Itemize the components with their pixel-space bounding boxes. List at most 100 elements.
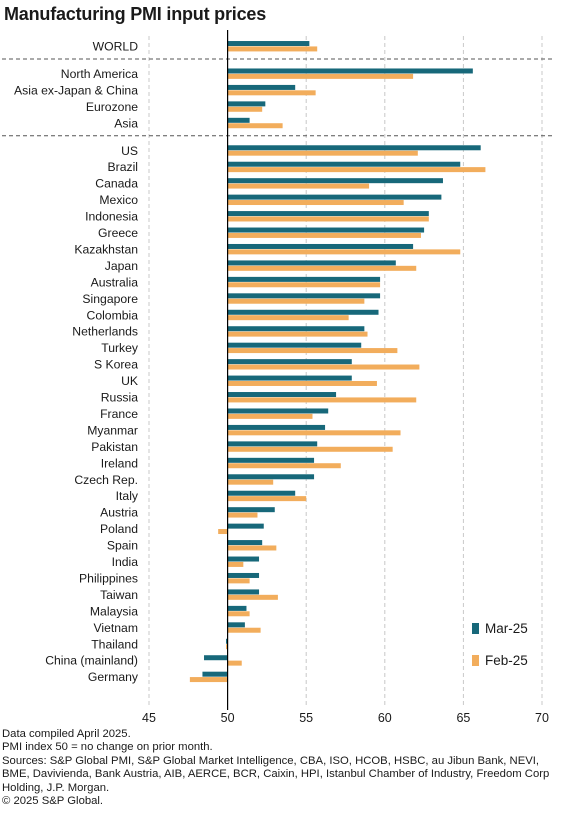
bar-feb-25: [227, 594, 278, 600]
bar-chart: WORLD North America Asia ex-Japan & China E…: [2, 30, 552, 725]
bar-mar-25: [227, 178, 443, 184]
category-label: Russia: [101, 391, 138, 405]
category-label: Asia: [114, 116, 138, 130]
category-label: Malaysia: [90, 604, 138, 618]
category-label: Asia ex-Japan & China: [14, 83, 138, 97]
category-label: US: [121, 144, 138, 158]
bar-mar-25: [227, 117, 250, 123]
bar-mar-25: [227, 556, 260, 562]
x-tick-label: 45: [142, 711, 156, 725]
footnote-sources: Sources: S&P Global PMI, S&P Global Mark…: [2, 754, 550, 794]
bar-mar-25: [226, 638, 228, 644]
legend-label-mar-25: Mar-25: [485, 621, 528, 636]
bar-feb-25: [227, 348, 398, 354]
category-label: Colombia: [87, 308, 139, 322]
bar-feb-25: [227, 627, 261, 633]
bar-mar-25: [227, 507, 275, 513]
bar-feb-25: [227, 282, 381, 288]
bar-mar-25: [227, 441, 318, 447]
category-label: Netherlands: [72, 325, 138, 339]
bar-mar-25: [227, 227, 425, 233]
x-tick-label: 50: [221, 711, 235, 725]
bar-feb-25: [218, 529, 228, 535]
category-label: S Korea: [94, 358, 138, 372]
bar-feb-25: [227, 496, 307, 502]
bar-mar-25: [227, 342, 362, 348]
bar-mar-25: [227, 101, 266, 107]
bar-mar-25: [227, 572, 260, 578]
category-label: Canada: [95, 177, 138, 191]
x-tick-label: 65: [456, 711, 470, 725]
category-label: Taiwan: [100, 588, 138, 602]
category-label: Thailand: [91, 637, 138, 651]
bar-feb-25: [227, 46, 318, 52]
bar-mar-25: [202, 671, 228, 677]
bar-mar-25: [227, 589, 260, 595]
bar-mar-25: [227, 424, 326, 430]
bar-mar-25: [227, 293, 381, 299]
category-label: Vietnam: [94, 621, 139, 635]
bar-mar-25: [227, 375, 352, 381]
bar-feb-25: [227, 315, 349, 321]
bar-feb-25: [227, 331, 368, 337]
category-label: Greece: [98, 226, 138, 240]
legend-swatch-feb-25: [472, 655, 479, 666]
bar-mar-25: [227, 161, 461, 167]
bar-mar-25: [227, 359, 352, 365]
bar-feb-25: [227, 106, 263, 112]
category-label: Poland: [100, 522, 138, 536]
bar-mar-25: [227, 523, 264, 529]
bar-mar-25: [227, 540, 263, 546]
x-tick-label: 55: [299, 711, 313, 725]
category-label: WORLD: [93, 40, 139, 54]
bar-mar-25: [227, 622, 245, 628]
category-label: Pakistan: [91, 440, 138, 454]
bar-mar-25: [204, 655, 228, 661]
category-label: China (mainland): [45, 654, 138, 668]
category-label: Turkey: [101, 341, 139, 355]
bar-mar-25: [227, 68, 473, 74]
bar-feb-25: [227, 249, 461, 255]
bar-mar-25: [227, 474, 315, 480]
bar-feb-25: [227, 578, 250, 584]
bar-feb-25: [189, 677, 228, 683]
category-label: North America: [61, 67, 138, 81]
category-label: Mexico: [99, 193, 138, 207]
bar-feb-25: [227, 232, 421, 238]
category-label: Myanmar: [87, 423, 138, 437]
bar-feb-25: [226, 644, 228, 650]
bar-mar-25: [227, 490, 296, 496]
bar-feb-25: [227, 545, 277, 551]
category-label: France: [100, 407, 138, 421]
bar-feb-25: [227, 150, 418, 156]
bar-feb-25: [227, 73, 414, 79]
footnote-pmi-definition: PMI index 50 = no change on prior month.: [2, 741, 213, 754]
bar-feb-25: [227, 413, 313, 419]
bar-feb-25: [227, 216, 429, 222]
footnote-copyright: © 2025 S&P Global.: [2, 795, 104, 808]
category-label: Ireland: [101, 456, 138, 470]
bar-feb-25: [227, 479, 274, 485]
bar-feb-25: [227, 380, 377, 386]
chart-title: Manufacturing PMI input prices: [4, 4, 267, 24]
bar-mar-25: [227, 457, 315, 463]
bar-mar-25: [227, 326, 365, 332]
bar-feb-25: [227, 463, 341, 469]
x-tick-label: 70: [535, 711, 549, 725]
bar-feb-25: [227, 183, 370, 189]
bar-feb-25: [227, 167, 486, 173]
category-label: Philippines: [79, 571, 138, 585]
bar-mar-25: [227, 392, 337, 398]
bar-feb-25: [227, 512, 258, 518]
bar-feb-25: [227, 90, 316, 96]
bar-mar-25: [227, 309, 379, 315]
bar-mar-25: [227, 84, 296, 90]
x-tick-label: 60: [378, 711, 392, 725]
bar-mar-25: [227, 276, 381, 282]
bar-mar-25: [227, 41, 310, 47]
category-label: Italy: [116, 489, 139, 503]
bar-mar-25: [227, 211, 429, 217]
category-label: UK: [121, 374, 138, 388]
category-label: Spain: [107, 539, 138, 553]
bar-mar-25: [227, 260, 396, 266]
